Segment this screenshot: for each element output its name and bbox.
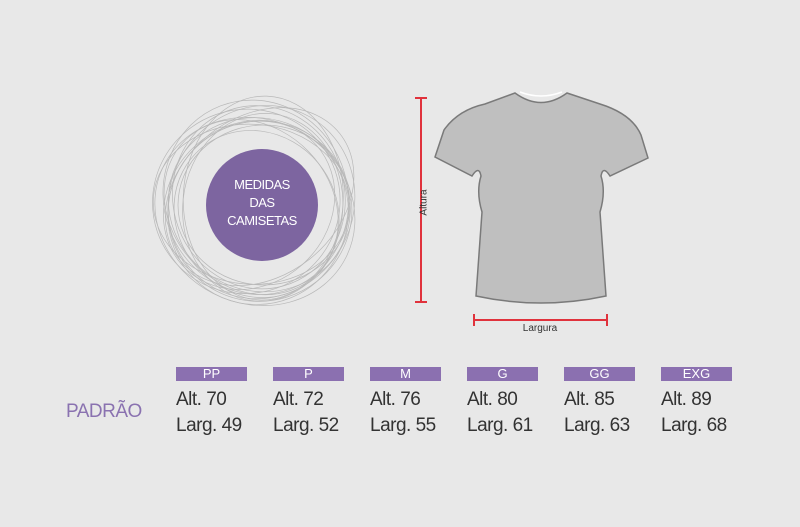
badge-title: MEDIDAS DAS CAMISETAS	[206, 176, 318, 230]
scribble-ring	[154, 116, 356, 306]
scribble-ring	[152, 123, 350, 285]
badge-line: DAS	[249, 195, 275, 210]
tshirt-silhouette	[434, 92, 649, 304]
size-header: G	[467, 367, 538, 381]
width-value: Larg. 55	[370, 415, 436, 436]
height-value: Alt. 76	[370, 389, 421, 410]
height-label: Altura	[418, 189, 430, 216]
scribble-ring	[167, 105, 356, 300]
size-header: PP	[176, 367, 247, 381]
height-value: Alt. 80	[467, 389, 518, 410]
size-header: GG	[564, 367, 635, 381]
scribble-ring	[165, 107, 355, 286]
scribble-circles	[152, 95, 356, 306]
width-value: Larg. 61	[467, 415, 533, 436]
size-column-g: G Alt. 80 Larg. 61	[467, 367, 541, 440]
scribble-ring	[152, 108, 341, 294]
size-header: M	[370, 367, 441, 381]
badge-line: MEDIDAS	[234, 177, 290, 192]
size-header: P	[273, 367, 344, 381]
width-value: Larg. 68	[661, 415, 727, 436]
width-measure-line	[473, 314, 608, 326]
height-measure-line	[415, 97, 427, 303]
scribble-ring	[172, 105, 346, 290]
badge-line: CAMISETAS	[227, 213, 297, 228]
size-column-pp: PP Alt. 70 Larg. 49	[176, 367, 250, 440]
height-value: Alt. 89	[661, 389, 712, 410]
width-label: Largura	[522, 323, 558, 334]
height-value: Alt. 85	[564, 389, 615, 410]
row-label: PADRÃO	[66, 401, 142, 422]
width-value: Larg. 49	[176, 415, 242, 436]
size-header: EXG	[661, 367, 732, 381]
size-column-exg: EXG Alt. 89 Larg. 68	[661, 367, 735, 440]
scribble-ring	[182, 113, 344, 302]
height-value: Alt. 72	[273, 389, 324, 410]
size-column-p: P Alt. 72 Larg. 52	[273, 367, 347, 440]
size-column-gg: GG Alt. 85 Larg. 63	[564, 367, 638, 440]
size-column-m: M Alt. 76 Larg. 55	[370, 367, 444, 440]
scribble-ring	[168, 117, 351, 293]
height-value: Alt. 70	[176, 389, 227, 410]
width-value: Larg. 63	[564, 415, 630, 436]
title-circle	[206, 149, 318, 261]
scribble-ring	[167, 120, 353, 302]
width-value: Larg. 52	[273, 415, 339, 436]
